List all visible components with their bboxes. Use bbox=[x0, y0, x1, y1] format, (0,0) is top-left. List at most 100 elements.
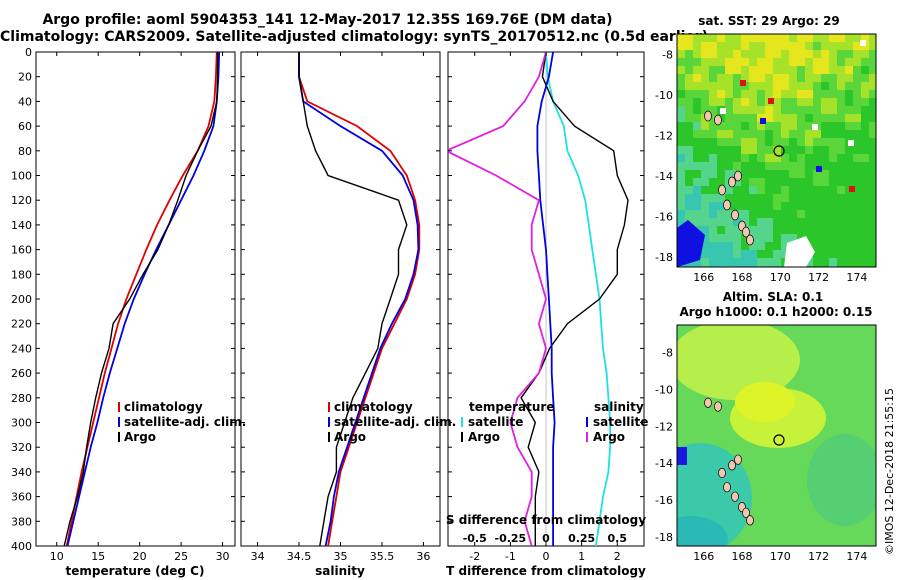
sst-cell bbox=[813, 218, 822, 227]
sst-cell bbox=[813, 66, 822, 75]
difference-s-axis-label: S difference from climatology bbox=[446, 513, 646, 527]
sst-cell bbox=[741, 218, 750, 227]
sst-cell bbox=[781, 130, 790, 139]
sst-cell bbox=[677, 106, 686, 115]
sst-cell bbox=[765, 226, 774, 235]
sst-cell bbox=[677, 114, 686, 123]
sst-cell bbox=[725, 58, 734, 67]
sst-cell bbox=[757, 154, 766, 163]
sst-cell bbox=[693, 170, 702, 179]
sst-cell bbox=[869, 178, 876, 187]
x-tick-label: 25 bbox=[174, 550, 188, 563]
sst-cell bbox=[765, 34, 774, 43]
sst-cell bbox=[765, 202, 774, 211]
sst-cell bbox=[837, 178, 846, 187]
sst-cell bbox=[789, 98, 798, 107]
y-tick-label: 200 bbox=[11, 293, 32, 306]
sst-cell bbox=[821, 138, 830, 147]
sst-cell bbox=[757, 130, 766, 139]
sst-cell bbox=[781, 146, 790, 155]
legend-label-argo: Argo bbox=[124, 430, 156, 444]
sst-cell bbox=[837, 58, 846, 67]
sst-cell bbox=[765, 66, 774, 75]
sst-cell bbox=[845, 218, 854, 227]
sst-cell bbox=[717, 82, 726, 91]
sst-cell bbox=[813, 242, 822, 251]
sst-cell bbox=[717, 218, 726, 227]
sst-cell bbox=[749, 194, 758, 203]
sla-map bbox=[677, 325, 876, 546]
sst-cell bbox=[869, 130, 876, 139]
sst-cell bbox=[725, 250, 734, 259]
sst-cell bbox=[789, 178, 798, 187]
sst-cell bbox=[773, 130, 782, 139]
sst-cell bbox=[781, 234, 790, 243]
island bbox=[728, 176, 736, 188]
sst-cell bbox=[829, 186, 838, 195]
x-tick-label: 30 bbox=[216, 550, 230, 563]
sst-cell bbox=[861, 106, 870, 115]
map-x-tick-label: 174 bbox=[846, 550, 867, 563]
sst-cell bbox=[821, 130, 830, 139]
sst-cell bbox=[757, 106, 766, 115]
sst-cell bbox=[741, 98, 750, 107]
sst-cell bbox=[765, 138, 774, 147]
sst-cell bbox=[717, 42, 726, 51]
sst-cell bbox=[749, 106, 758, 115]
sst-cell bbox=[837, 186, 846, 195]
sst-cell bbox=[781, 114, 790, 123]
sst-cell bbox=[765, 154, 774, 163]
sla-islands bbox=[704, 397, 754, 526]
sst-cell bbox=[813, 250, 822, 259]
sst-cell bbox=[773, 202, 782, 211]
sst-cell bbox=[685, 130, 694, 139]
sst-cell bbox=[717, 66, 726, 75]
island bbox=[731, 491, 739, 502]
sst-cell bbox=[821, 146, 830, 155]
sst-cell bbox=[717, 130, 726, 139]
sst-cell bbox=[813, 106, 822, 115]
sst-cell bbox=[861, 98, 870, 107]
sst-cell bbox=[837, 242, 846, 251]
sst-cell bbox=[685, 66, 694, 75]
sst-cell bbox=[741, 82, 750, 91]
map-y-tick-label: -16 bbox=[655, 494, 673, 507]
sst-cell bbox=[757, 234, 766, 243]
sst-cell bbox=[773, 146, 782, 155]
sst-cell bbox=[821, 178, 830, 187]
sst-cell bbox=[693, 138, 702, 147]
sst-cell bbox=[829, 50, 838, 59]
sst-cell bbox=[845, 90, 854, 99]
island bbox=[714, 401, 722, 412]
sst-cell bbox=[781, 202, 790, 211]
sst-cell bbox=[797, 194, 806, 203]
sst-cell bbox=[725, 146, 734, 155]
sst-cell bbox=[765, 50, 774, 59]
sst-cell bbox=[805, 186, 814, 195]
sst-cell bbox=[741, 162, 750, 171]
sst-cell bbox=[741, 234, 750, 243]
sst-cell bbox=[853, 234, 862, 243]
sst-cell bbox=[725, 122, 734, 131]
sst-cell bbox=[757, 50, 766, 59]
x-tick-label: -2 bbox=[469, 550, 480, 563]
sst-cell bbox=[757, 90, 766, 99]
sst-cell bbox=[709, 58, 718, 67]
sst-cell bbox=[701, 194, 710, 203]
sst-cell bbox=[741, 258, 750, 267]
sst-cell bbox=[781, 50, 790, 59]
sst-cell bbox=[685, 106, 694, 115]
sst-cell bbox=[805, 178, 814, 187]
sst-cell bbox=[821, 186, 830, 195]
sst-cell bbox=[853, 66, 862, 75]
sst-cell bbox=[693, 114, 702, 123]
sst-cell bbox=[805, 34, 814, 43]
sst-cell bbox=[725, 42, 734, 51]
sst-cell bbox=[717, 122, 726, 131]
legend-title-temperature: temperature bbox=[469, 400, 554, 414]
sst-cell bbox=[797, 74, 806, 83]
legend-label-climatology: climatology bbox=[334, 400, 413, 414]
sst-cell bbox=[845, 202, 854, 211]
sst-cell bbox=[816, 166, 822, 172]
